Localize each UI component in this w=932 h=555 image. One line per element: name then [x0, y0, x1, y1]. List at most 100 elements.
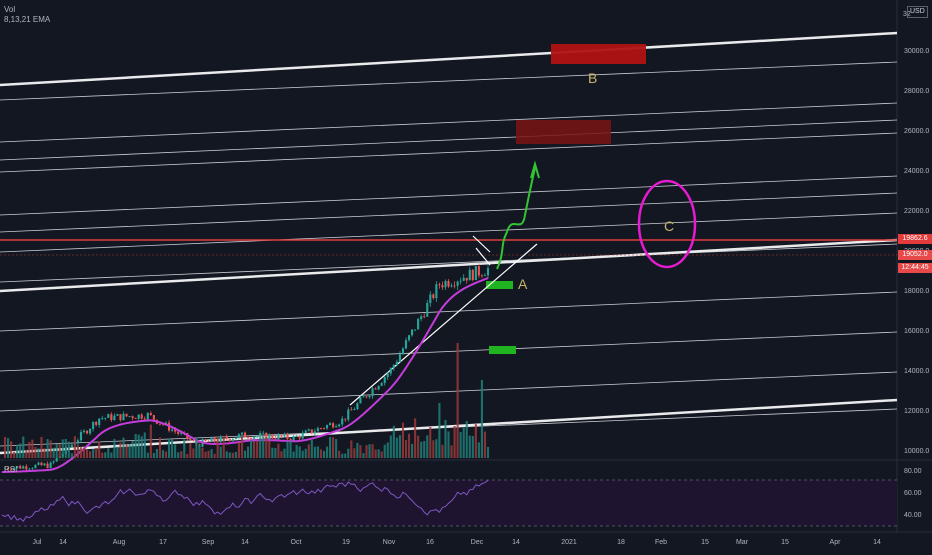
- volume-bar: [271, 447, 274, 458]
- volume-bar: [359, 445, 362, 458]
- rsi-line: [1, 479, 489, 522]
- x-tick-label: Jul: [33, 539, 42, 546]
- currency-badge[interactable]: USD: [907, 6, 928, 18]
- volume-bar: [40, 436, 43, 458]
- channel-line-major: [0, 238, 898, 293]
- candle-body: [240, 432, 244, 435]
- projection-arrowhead: [530, 160, 540, 179]
- x-tick-label: Sep: [202, 539, 215, 546]
- volume-bar: [76, 445, 80, 458]
- candle-body: [313, 431, 316, 434]
- volume-bar: [164, 451, 168, 458]
- channel-line: [0, 192, 898, 233]
- candle-body: [344, 418, 347, 420]
- volume-bar: [447, 431, 450, 458]
- candle-body: [98, 418, 101, 425]
- candle-body: [389, 368, 392, 374]
- candle-body: [268, 434, 271, 440]
- volume-bar: [429, 427, 432, 458]
- volume-bar: [204, 451, 207, 458]
- volume-bar: [325, 446, 329, 458]
- candle-body: [146, 413, 149, 420]
- candle-body: [131, 416, 134, 419]
- candle-body: [10, 469, 13, 471]
- volume-bar: [107, 448, 110, 458]
- volume-bar: [189, 442, 192, 458]
- volume-bar: [307, 444, 310, 458]
- candle-body: [171, 429, 174, 431]
- volume-bar: [280, 451, 283, 458]
- candle-body: [143, 418, 146, 420]
- candle-body: [371, 388, 374, 396]
- volume-bar: [332, 437, 335, 458]
- volume-bar: [19, 443, 22, 458]
- candle-body: [31, 468, 34, 469]
- volume-bar: [177, 452, 180, 458]
- candle-body: [271, 434, 274, 439]
- volume-bar: [417, 435, 420, 458]
- candle-body: [301, 432, 304, 439]
- channel-line: [0, 243, 898, 283]
- volume-bar: [46, 439, 49, 458]
- x-tick-label: 19: [342, 539, 350, 546]
- volume-bar: [113, 438, 116, 458]
- y-tick-label: 30000.0: [904, 48, 929, 55]
- volume-bar: [322, 450, 326, 458]
- candle-body: [328, 423, 332, 426]
- candle-body: [365, 396, 368, 398]
- candle-body: [125, 413, 128, 417]
- volume-bar: [356, 442, 359, 458]
- candle-body: [180, 432, 183, 434]
- channel-line: [0, 371, 898, 412]
- candle-body: [107, 414, 110, 418]
- volume-bar: [301, 450, 304, 458]
- volume-bar: [52, 447, 55, 458]
- volume-bar: [480, 380, 483, 458]
- candle-body: [414, 329, 417, 331]
- volume-bar: [140, 436, 143, 458]
- last-price-tag: 19052.0: [898, 250, 932, 260]
- x-tick-label: 14: [59, 539, 67, 546]
- volume-bar: [371, 444, 374, 458]
- candle-body: [304, 430, 307, 433]
- zone-c-circle: [637, 179, 697, 269]
- channel-line: [0, 102, 898, 143]
- volume-bar: [171, 439, 174, 458]
- candle-body: [350, 409, 353, 411]
- volume-bar: [395, 437, 398, 458]
- ema-legend[interactable]: 8,13,21 EMA: [4, 15, 51, 24]
- candle-body: [231, 439, 234, 441]
- candle-body: [392, 364, 395, 369]
- x-tick-label: 14: [241, 539, 249, 546]
- volume-bar: [380, 451, 383, 458]
- candle-body: [480, 275, 483, 277]
- candle-body: [386, 373, 389, 378]
- volume-bar: [70, 453, 73, 458]
- volume-bar: [167, 438, 171, 458]
- candle-body: [307, 429, 310, 431]
- volume-bar: [198, 444, 201, 458]
- volume-bar: [195, 437, 198, 458]
- volume-bar: [335, 439, 338, 458]
- volume-bar: [231, 452, 234, 458]
- candle-body: [234, 437, 237, 440]
- candle-body: [177, 431, 180, 434]
- volume-legend[interactable]: Vol: [4, 5, 16, 14]
- channel-line: [0, 175, 898, 216]
- candle-body: [374, 388, 377, 390]
- rsi-legend[interactable]: RSI: [4, 465, 18, 474]
- candle-body: [25, 466, 28, 470]
- candle-body: [353, 409, 356, 411]
- volume-bar: [319, 449, 323, 458]
- y-tick-label: 24000.0: [904, 168, 929, 175]
- candle-body: [259, 433, 262, 436]
- candle-body: [283, 434, 286, 437]
- volume-bar: [407, 433, 411, 458]
- volume-bar: [344, 453, 347, 458]
- volume-bar: [73, 436, 76, 458]
- candle-body: [338, 424, 341, 427]
- x-tick-label: Oct: [291, 539, 302, 546]
- x-tick-label: 14: [873, 539, 881, 546]
- candle-body: [119, 414, 122, 421]
